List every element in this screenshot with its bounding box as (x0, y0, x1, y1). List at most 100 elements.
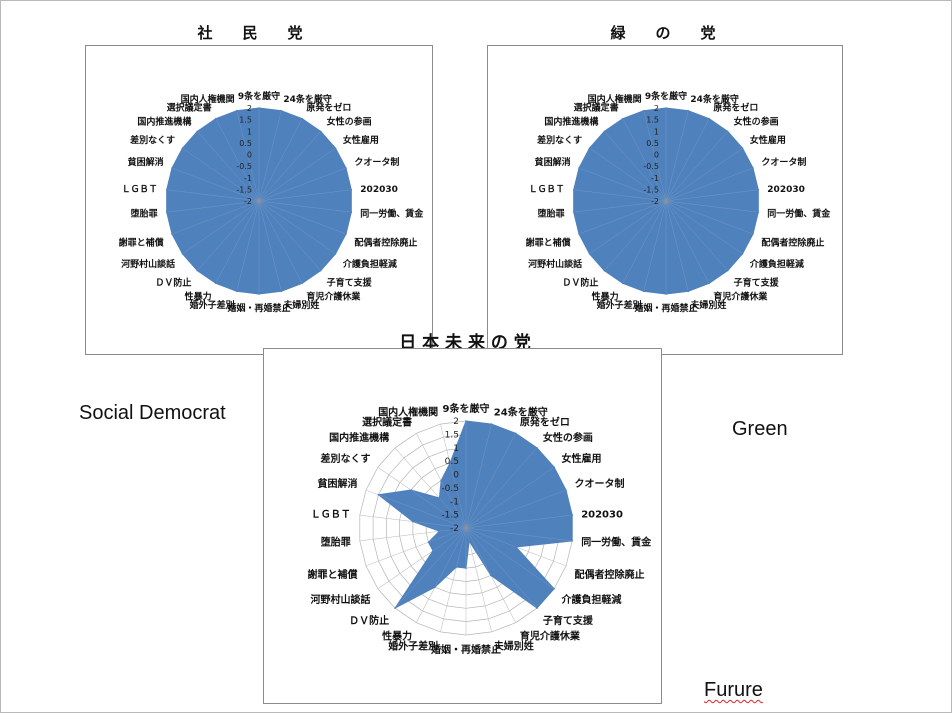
axis-label: 河野村山談話 (311, 593, 371, 606)
data-point (708, 117, 710, 120)
axis-label: 堕胎罪 (321, 536, 351, 549)
data-point (622, 282, 624, 285)
series-spoke (665, 200, 728, 271)
axis-label: 選択議定書 (362, 415, 412, 428)
tick-label: 1 (247, 127, 252, 136)
tick-label: -1.5 (643, 185, 659, 194)
data-point (215, 282, 217, 285)
data-point (642, 109, 645, 112)
series-spoke (589, 147, 667, 202)
axis-label: 同一労働、賃金 (581, 536, 652, 549)
series-spoke (665, 118, 710, 202)
tick-label: -2 (651, 197, 659, 206)
data-point (171, 233, 173, 235)
series-spoke (258, 200, 321, 271)
chart-title-green: 緑 の 党 (610, 24, 716, 42)
data-point (394, 607, 396, 609)
data-point (726, 269, 729, 272)
radar-chart-future: 2 1.5 1 0.5 0 -0.5 -1 -1.5 -2 9条を厳守 24条を厳守 原発をゼロ 女性の… (263, 348, 662, 704)
data-point (687, 109, 690, 112)
axis-label: 育児介護休業 (306, 290, 361, 302)
axis-label: 夫婦別姓 (493, 640, 534, 653)
series-spoke (465, 433, 516, 529)
radar-chart-green: 2 1.5 1 0.5 0 -0.5 -1 -1.5 -2 9条を厳守 24条を厳守 原発をゼロ 女性の… (487, 45, 843, 355)
series-spoke (643, 110, 667, 202)
series-spoke (258, 200, 336, 255)
axis-label: 介護負担軽減 (749, 258, 804, 270)
radar-svg: 2 1.5 1 0.5 0 -0.5 -1 -1.5 -2 9条を厳守 24条を厳守原発をゼロ女性の… (526, 90, 832, 314)
data-point (235, 109, 238, 112)
axis-label: 堕胎罪 (538, 207, 565, 219)
data-point (757, 189, 760, 191)
series-spoke (465, 527, 538, 609)
axis-label: 河野村山談話 (528, 258, 582, 270)
axis-label: 国内推進機構 (544, 116, 598, 128)
data-point (622, 117, 624, 120)
series-spoke (465, 514, 573, 529)
data-point (196, 269, 199, 272)
data-point (687, 290, 690, 293)
axis-label: 配偶者控除廃止 (354, 236, 417, 248)
tick-label: 1.5 (239, 116, 252, 125)
axis-label: 婚外子差別 (190, 299, 235, 311)
data-point (350, 211, 353, 213)
axis-label: 202030 (767, 185, 805, 195)
series-spoke (665, 167, 754, 202)
axis-label: 女性の参画 (327, 116, 372, 128)
axis-label: 原発をゼロ (520, 415, 570, 428)
axis-label: ＬＧＢＴ (311, 509, 351, 521)
series-spoke (622, 200, 667, 284)
series-spoke (412, 521, 467, 529)
data-point (455, 566, 458, 568)
series-spoke (258, 200, 303, 284)
axis-label: 堕胎罪 (131, 207, 158, 219)
center-dot (463, 525, 469, 531)
axis-label: 謝罪と補償 (526, 236, 572, 248)
axis-label: 9条を厳守 (443, 402, 490, 415)
series-spoke (171, 200, 260, 235)
axis-label: 女性雇用 (750, 134, 786, 146)
series-spoke (258, 110, 282, 202)
tick-label: -1.5 (236, 185, 252, 194)
axis-label: 謝罪と補償 (119, 236, 165, 248)
axis-label: 貧困解消 (128, 156, 164, 168)
series-spoke (665, 189, 759, 202)
center-dot (663, 198, 669, 204)
tick-label: 0.5 (239, 139, 252, 148)
series-spoke (394, 527, 467, 609)
series-spoke (604, 131, 667, 202)
tick-label: 0 (247, 151, 252, 160)
tick-label: -2 (450, 524, 459, 534)
series-spoke (578, 200, 667, 235)
axis-label: 女性雇用 (343, 134, 379, 146)
axis-label: 性暴力 (592, 290, 619, 302)
axis-label: 24条を厳守 (494, 405, 548, 418)
data-point (334, 253, 337, 255)
axis-label: 配偶者控除廃止 (575, 568, 645, 581)
series-spoke (215, 200, 260, 284)
axis-label: 原発をゼロ (306, 102, 351, 114)
series-spoke (432, 527, 467, 552)
data-point (412, 520, 414, 523)
series-spoke (410, 489, 467, 529)
series-spoke (182, 147, 260, 202)
data-point (350, 189, 353, 191)
axis-label: 婚姻・再婚禁止 (227, 302, 290, 314)
axis-label: 同一労働、賃金 (767, 207, 831, 219)
axis-label: ＬＧＢＴ (122, 184, 158, 195)
axis-label: 貧困解消 (318, 477, 358, 490)
data-point (588, 253, 591, 255)
series-spoke (573, 189, 667, 202)
series-spoke (258, 200, 282, 292)
axis-label: 国内人権機関 (378, 405, 438, 418)
axis-label: 配偶者控除廃止 (761, 236, 824, 248)
series-spoke (258, 200, 352, 213)
data-point (572, 189, 575, 191)
data-point (726, 130, 729, 133)
series-spoke (197, 200, 260, 271)
axis-label: 202030 (360, 185, 398, 195)
data-point (465, 420, 467, 422)
tick-label: -1 (244, 174, 252, 183)
axis-label: 女性雇用 (562, 452, 602, 465)
axis-label: 育児介護休業 (713, 290, 768, 302)
